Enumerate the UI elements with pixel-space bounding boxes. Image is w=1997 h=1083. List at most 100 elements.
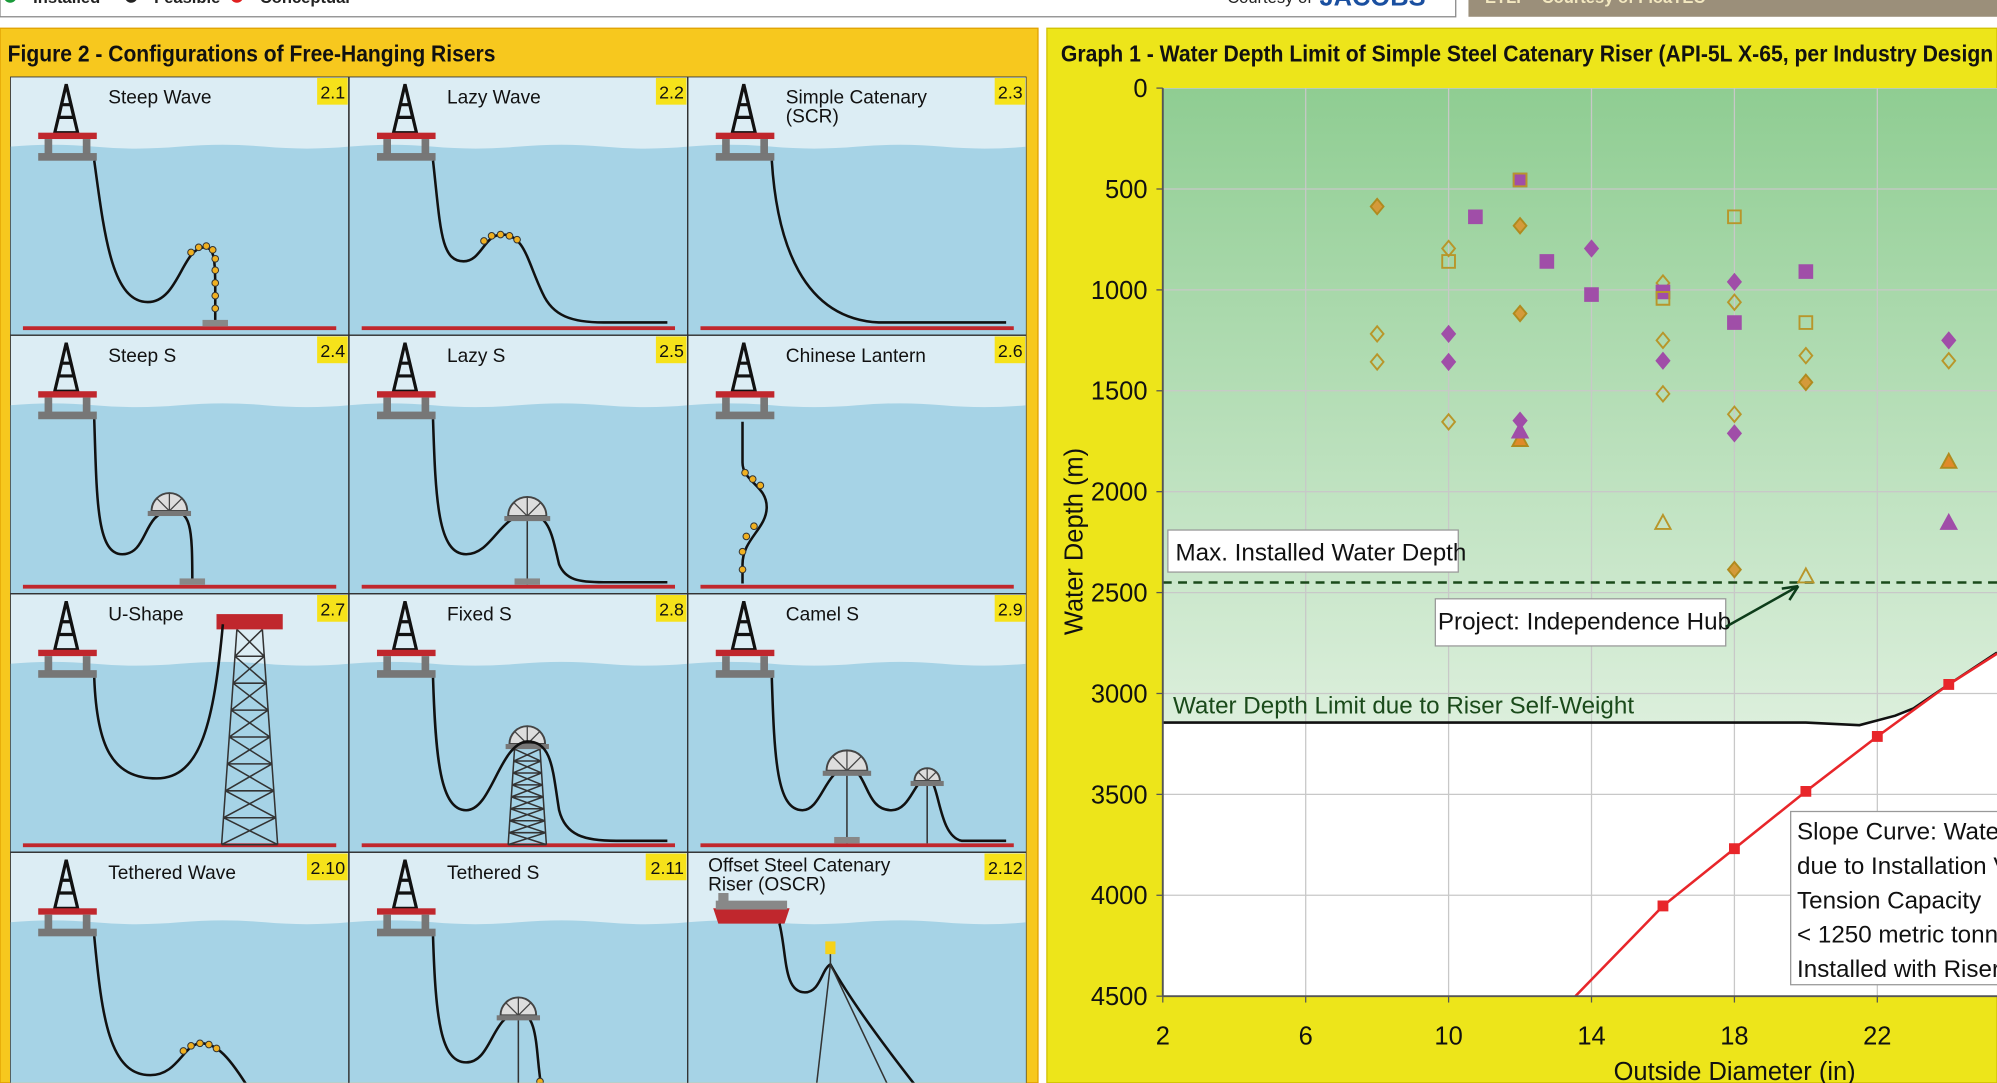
y-tick-label: 1000 [1091, 277, 1148, 305]
annotation: Water Depth Limit due to Riser Self-Weig… [1173, 692, 1634, 719]
anchor [202, 319, 228, 327]
buoyancy-module [536, 1077, 544, 1083]
data-point [1655, 384, 1671, 403]
cell-number: 2.11 [651, 858, 684, 878]
column [722, 656, 730, 674]
data-point [1583, 239, 1600, 258]
data-point [1369, 352, 1385, 372]
data-point [1727, 209, 1742, 225]
column [383, 139, 391, 157]
column [760, 139, 768, 157]
pontoon [376, 153, 436, 161]
number-badge [317, 594, 348, 622]
column [383, 914, 391, 933]
data-point [1584, 287, 1599, 302]
number-badge [306, 853, 348, 881]
data-point [1440, 324, 1457, 344]
annotation: Installed with Riser [1797, 956, 1997, 983]
deck [376, 391, 436, 398]
sea [687, 144, 1027, 336]
buoyancy-module [208, 246, 217, 254]
buoyancy-module [742, 532, 751, 541]
y-tick-label: 1500 [1091, 378, 1148, 406]
riser [431, 677, 668, 843]
data-point [1512, 172, 1528, 188]
data-point [1871, 731, 1883, 742]
column [82, 139, 91, 157]
pontoon [38, 411, 97, 420]
arch-base [504, 516, 551, 522]
buoy [825, 941, 836, 955]
column [44, 397, 53, 416]
buoyancy-module [196, 1039, 204, 1048]
data-point [1440, 239, 1457, 258]
column [82, 656, 91, 674]
annotation-arrow [1725, 584, 1800, 628]
annotation-box [1167, 529, 1459, 573]
buoyancy-module [211, 266, 220, 275]
riser [770, 160, 1007, 324]
data-point [1653, 512, 1673, 530]
photo-strip [1468, 0, 1997, 17]
buoyancy-module [211, 304, 220, 313]
column [421, 656, 430, 674]
pontoon [715, 411, 775, 420]
cell-label: (SCR) [786, 106, 839, 127]
riser-cell: Tethered Wave 2.10 [10, 851, 350, 1083]
riser [92, 936, 247, 1083]
number-badge [984, 853, 1026, 881]
riser-cell: Tethered S 2.11 [348, 851, 689, 1083]
cell-label: Tethered S [447, 863, 539, 884]
cell-label: Tethered Wave [108, 863, 236, 884]
cell-number: 2.9 [998, 599, 1023, 619]
cell-label: Lazy S [447, 346, 505, 367]
data-point [1510, 421, 1530, 439]
annotation: Slope Curve: Water [1797, 819, 1997, 846]
data-point [1796, 566, 1816, 584]
number-badge [994, 594, 1026, 622]
buoyancy-module [211, 291, 220, 300]
buoyancy-module [513, 235, 521, 244]
pontoon [376, 670, 436, 678]
sea [10, 661, 349, 853]
cell-number: 2.1 [320, 82, 345, 102]
buoyancy-module [738, 547, 747, 556]
arch-base [505, 744, 549, 750]
deck [715, 132, 775, 140]
riser-cell: Chinese Lantern 2.6 [687, 334, 1027, 595]
deck [715, 391, 775, 398]
data-point [1440, 412, 1457, 432]
cell-label: Offset Steel Catenary [708, 855, 891, 876]
figure-title: Figure 2 - Configurations of Free-Hangin… [8, 40, 496, 66]
arch-spokes [832, 750, 862, 772]
sea [687, 920, 1027, 1083]
deck [376, 649, 436, 657]
deck [38, 391, 97, 398]
column [383, 656, 391, 674]
buoyancy-module [487, 232, 496, 240]
pontoon [376, 928, 436, 937]
arch-base [910, 780, 944, 787]
x-tick-label: 14 [1577, 1023, 1605, 1051]
x-tick-label: 2 [1156, 1023, 1170, 1051]
cell-number: 2.3 [998, 82, 1023, 102]
pontoon [376, 411, 436, 420]
tether [829, 964, 888, 1083]
seabed [361, 584, 676, 589]
buoyancy-module [741, 468, 749, 477]
data-point [1369, 197, 1385, 216]
data-point [1441, 254, 1456, 269]
cell-label: Lazy Wave [447, 87, 541, 108]
deck [38, 649, 97, 657]
cell-border [687, 851, 1027, 1083]
number-badge [317, 77, 348, 105]
buoyancy-module [194, 243, 203, 252]
seabed [700, 584, 1014, 589]
seabed [361, 326, 676, 331]
buoyancy-module [211, 279, 220, 287]
pontoon [715, 153, 775, 161]
buoyancy-module [187, 1042, 195, 1050]
deck [715, 649, 775, 657]
